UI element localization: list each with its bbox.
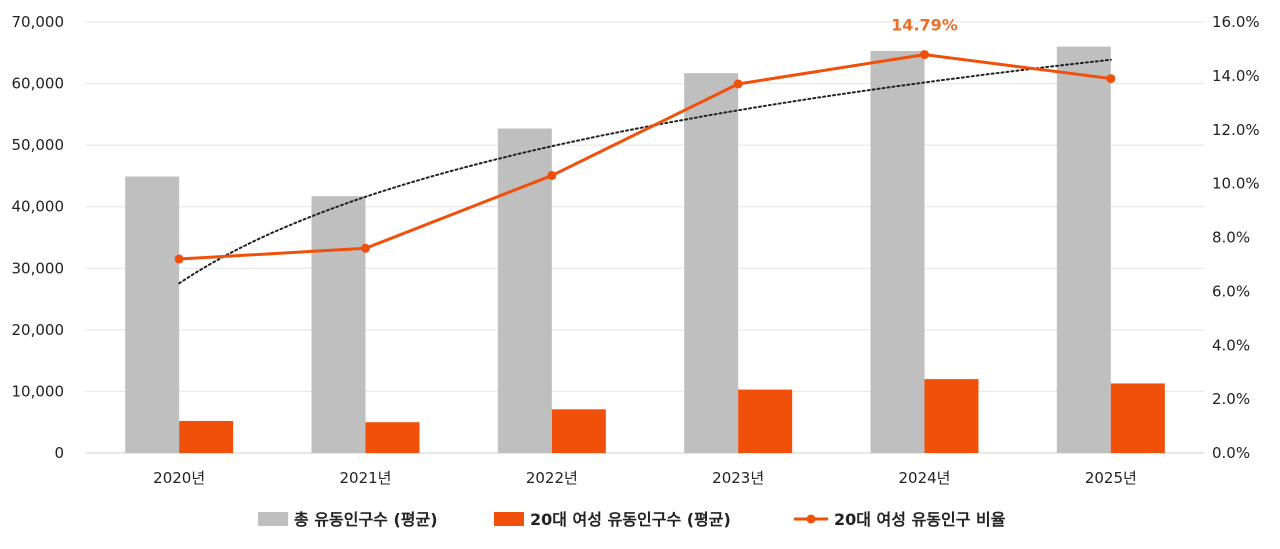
bar-series [125,46,1165,454]
female-20s-bar [365,422,420,453]
right-tick-label: 14.0% [1212,67,1260,85]
trendline [178,58,1112,285]
left-tick-label: 40,000 [12,198,65,216]
right-tick-label: 0.0% [1212,444,1250,462]
legend: 총 유동인구수 (평균) 20대 여성 유동인구수 (평균) 20대 여성 유동인구… [258,510,1006,529]
female-20s-bar [551,409,606,453]
legend-label: 20대 여성 유동인구 비율 [834,510,1006,529]
total-bar [125,176,180,453]
ratio-point [920,50,929,60]
right-tick-label: 6.0% [1212,282,1250,300]
female-20s-bar [179,420,234,453]
peak-annotation: 14.79% [891,16,958,35]
left-tick-label: 50,000 [12,136,65,154]
category-label: 2025년 [1085,469,1137,487]
left-tick-label: 0 [54,444,64,462]
left-axis: 0 10,000 20,000 30,000 40,000 50,000 60,000 70,… [12,13,65,462]
category-label: 2022년 [526,469,578,487]
total-bar [1056,46,1111,453]
ratio-point [733,79,743,89]
trendline-layer [178,58,1112,285]
right-axis: 0.0% 2.0% 4.0% 6.0% 8.0% 10.0% 12.0% 14.0% 16.0% [1212,13,1260,462]
female-20s-bar [924,379,979,453]
left-tick-label: 30,000 [12,259,65,277]
total-bar [684,73,739,454]
right-tick-label: 2.0% [1212,390,1250,408]
female-20s-bar [1110,383,1165,453]
line-series [174,50,1116,264]
legend-swatch-ratio-point [806,514,816,524]
gridlines [86,21,1204,454]
right-tick-label: 16.0% [1212,13,1260,31]
left-tick-label: 10,000 [12,382,65,400]
legend-label: 20대 여성 유동인구수 (평균) [530,510,731,529]
legend-label: 총 유동인구수 (평균) [294,510,438,529]
ratio-line [179,53,1112,261]
annotations: 14.79% [891,16,958,35]
right-tick-label: 12.0% [1212,121,1260,139]
total-bar [870,50,925,454]
category-label: 2021년 [340,469,392,487]
category-label: 2020년 [153,469,205,487]
ratio-point [1106,74,1116,84]
category-label: 2024년 [899,469,951,487]
left-tick-label: 60,000 [12,75,65,93]
ratio-point [174,254,184,264]
left-tick-label: 20,000 [12,321,65,339]
total-bar [497,128,552,454]
right-tick-label: 8.0% [1212,229,1250,247]
ratio-point [547,171,557,181]
category-label: 2023년 [712,469,764,487]
right-tick-label: 4.0% [1212,336,1250,354]
legend-swatch-total [258,512,288,526]
category-axis: 2020년 2021년 2022년 2023년 2024년 2025년 [153,469,1137,487]
legend-swatch-female-20s [494,512,524,526]
female-20s-bar [738,389,793,453]
left-tick-label: 70,000 [12,13,65,31]
ratio-point [361,243,370,253]
total-bar [311,196,366,454]
right-tick-label: 10.0% [1212,175,1260,193]
